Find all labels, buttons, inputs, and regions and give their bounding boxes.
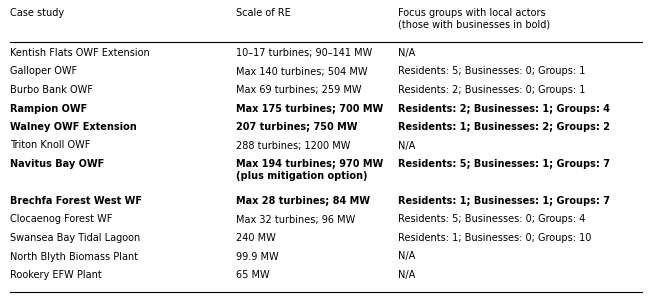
Text: Max 28 turbines; 84 MW: Max 28 turbines; 84 MW <box>236 196 370 206</box>
Text: 288 turbines; 1200 MW: 288 turbines; 1200 MW <box>236 140 350 151</box>
Text: Walney OWF Extension: Walney OWF Extension <box>10 122 136 132</box>
Text: Residents: 1; Businesses: 0; Groups: 10: Residents: 1; Businesses: 0; Groups: 10 <box>398 233 591 243</box>
Text: 10–17 turbines; 90–141 MW: 10–17 turbines; 90–141 MW <box>236 48 372 58</box>
Text: Galloper OWF: Galloper OWF <box>10 67 77 76</box>
Text: Max 140 turbines; 504 MW: Max 140 turbines; 504 MW <box>236 67 368 76</box>
Text: Max 175 turbines; 700 MW: Max 175 turbines; 700 MW <box>236 103 383 113</box>
Text: Triton Knoll OWF: Triton Knoll OWF <box>10 140 90 151</box>
Text: N/A: N/A <box>398 140 415 151</box>
Text: Residents: 5; Businesses: 0; Groups: 1: Residents: 5; Businesses: 0; Groups: 1 <box>398 67 585 76</box>
Text: Burbo Bank OWF: Burbo Bank OWF <box>10 85 93 95</box>
Text: Residents: 2; Businesses: 0; Groups: 1: Residents: 2; Businesses: 0; Groups: 1 <box>398 85 585 95</box>
Text: 240 MW: 240 MW <box>236 233 276 243</box>
Text: Rookery EFW Plant: Rookery EFW Plant <box>10 270 102 280</box>
Text: Focus groups with local actors
(those with businesses in bold): Focus groups with local actors (those wi… <box>398 8 550 30</box>
Text: Clocaenog Forest WF: Clocaenog Forest WF <box>10 214 112 224</box>
Text: Case study: Case study <box>10 8 64 18</box>
Text: Residents: 5; Businesses: 0; Groups: 4: Residents: 5; Businesses: 0; Groups: 4 <box>398 214 585 224</box>
Text: Brechfa Forest West WF: Brechfa Forest West WF <box>10 196 141 206</box>
Text: Max 32 turbines; 96 MW: Max 32 turbines; 96 MW <box>236 214 355 224</box>
Text: Swansea Bay Tidal Lagoon: Swansea Bay Tidal Lagoon <box>10 233 140 243</box>
Text: Max 194 turbines; 970 MW
(plus mitigation option): Max 194 turbines; 970 MW (plus mitigatio… <box>236 159 383 181</box>
Text: Rampion OWF: Rampion OWF <box>10 103 87 113</box>
Text: Residents: 5; Businesses: 1; Groups: 7: Residents: 5; Businesses: 1; Groups: 7 <box>398 159 610 169</box>
Text: 65 MW: 65 MW <box>236 270 270 280</box>
Text: Residents: 1; Businesses: 1; Groups: 7: Residents: 1; Businesses: 1; Groups: 7 <box>398 196 610 206</box>
Text: Navitus Bay OWF: Navitus Bay OWF <box>10 159 104 169</box>
Text: N/A: N/A <box>398 48 415 58</box>
Text: 207 turbines; 750 MW: 207 turbines; 750 MW <box>236 122 357 132</box>
Text: Max 69 turbines; 259 MW: Max 69 turbines; 259 MW <box>236 85 361 95</box>
Text: Residents: 1; Businesses: 2; Groups: 2: Residents: 1; Businesses: 2; Groups: 2 <box>398 122 610 132</box>
Text: Scale of RE: Scale of RE <box>236 8 291 18</box>
Text: N/A: N/A <box>398 251 415 262</box>
Text: N/A: N/A <box>398 270 415 280</box>
Text: 99.9 MW: 99.9 MW <box>236 251 278 262</box>
Text: North Blyth Biomass Plant: North Blyth Biomass Plant <box>10 251 138 262</box>
Text: Kentish Flats OWF Extension: Kentish Flats OWF Extension <box>10 48 149 58</box>
Text: Residents: 2; Businesses: 1; Groups: 4: Residents: 2; Businesses: 1; Groups: 4 <box>398 103 610 113</box>
